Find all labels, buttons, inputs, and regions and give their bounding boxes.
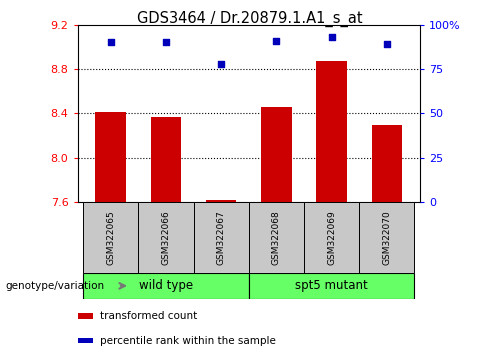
Bar (78, 313, 93, 319)
Bar (194, 202, 249, 273)
Bar (316, 61, 347, 202)
Text: percentile rank within the sample: percentile rank within the sample (100, 336, 276, 346)
Bar (83, 202, 138, 273)
Point (272, 38, 280, 44)
Bar (249, 273, 414, 299)
Bar (249, 202, 304, 273)
Bar (359, 202, 414, 273)
Text: GSM322068: GSM322068 (272, 210, 281, 264)
Text: GSM322067: GSM322067 (216, 210, 226, 264)
Bar (304, 202, 359, 273)
Text: genotype/variation: genotype/variation (5, 281, 104, 291)
Bar (261, 107, 292, 202)
Point (383, 41, 391, 47)
Text: transformed count: transformed count (100, 311, 197, 321)
Point (162, 40, 170, 45)
Point (217, 61, 225, 67)
Text: wild type: wild type (139, 279, 193, 292)
Text: GSM322070: GSM322070 (382, 210, 392, 264)
Text: spt5 mutant: spt5 mutant (295, 279, 368, 292)
Point (106, 40, 114, 45)
Bar (96, 112, 126, 202)
Bar (78, 338, 93, 343)
Bar (206, 200, 236, 202)
Bar (138, 202, 194, 273)
Text: GDS3464 / Dr.20879.1.A1_s_at: GDS3464 / Dr.20879.1.A1_s_at (137, 11, 363, 27)
Point (328, 34, 336, 40)
Bar (150, 116, 181, 202)
Bar (83, 273, 249, 299)
Text: GSM322069: GSM322069 (327, 210, 336, 264)
Bar (372, 125, 402, 202)
Text: GSM322065: GSM322065 (106, 210, 115, 264)
Text: GSM322066: GSM322066 (162, 210, 170, 264)
